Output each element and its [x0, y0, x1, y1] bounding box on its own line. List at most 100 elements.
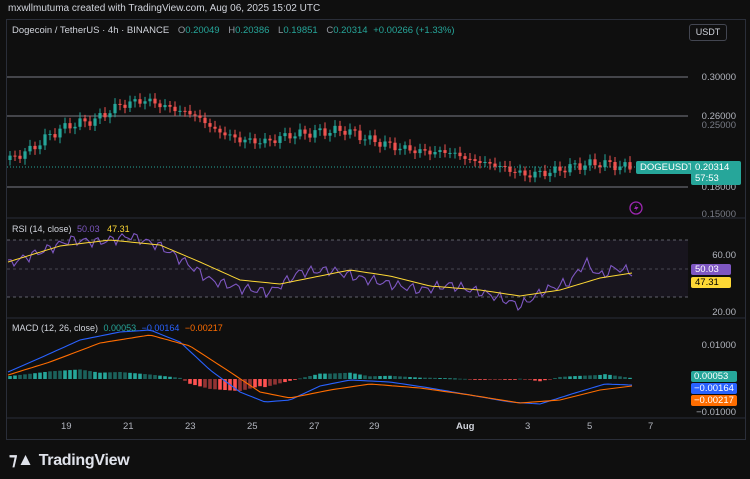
candle-body: [618, 166, 622, 171]
macd-bar: [123, 372, 127, 379]
macd-bar: [233, 379, 237, 391]
macd-bar: [83, 370, 87, 379]
price-label: 0.18000: [701, 182, 736, 193]
candle-body: [558, 166, 562, 171]
macd-bar: [413, 377, 417, 379]
currency-button[interactable]: USDT: [689, 24, 727, 41]
candle-body: [533, 171, 537, 178]
macd-bar: [38, 372, 42, 379]
macd-bar: [513, 379, 517, 380]
lightning-icon[interactable]: [629, 201, 643, 215]
macd-bar: [303, 377, 307, 379]
candle-body: [238, 137, 242, 143]
macd-bar: [578, 375, 582, 379]
macd-bar: [33, 373, 37, 379]
candle-body: [338, 125, 342, 131]
macd-bar: [503, 379, 507, 380]
candle-body: [258, 143, 262, 145]
candle-body: [578, 163, 582, 170]
candle-body: [543, 170, 547, 177]
candle-body: [203, 117, 207, 124]
macd-bar: [273, 379, 277, 385]
macd-bar: [223, 379, 227, 391]
macd-bar: [193, 379, 197, 386]
macd-bar: [28, 373, 32, 379]
macd-bar: [203, 379, 207, 388]
macd-bar: [218, 379, 222, 390]
candle-body: [508, 166, 512, 172]
macd-bar: [493, 379, 497, 380]
candle-body: [28, 145, 32, 152]
candle-body: [113, 103, 117, 114]
macd-bar: [558, 376, 562, 379]
candle-body: [588, 159, 592, 166]
macd-bar: [238, 379, 242, 391]
symbol-tag: DOGEUSDT: [636, 161, 698, 174]
macd-bar: [63, 370, 67, 379]
x-axis-label: 21: [123, 421, 134, 432]
macd-bar: [133, 373, 137, 379]
price-label: 0.25000: [701, 120, 736, 131]
macd-bar: [478, 379, 482, 380]
candle-body: [278, 136, 282, 143]
macd-bar: [473, 379, 477, 380]
macd-bar: [168, 376, 172, 379]
macd-bar: [433, 377, 437, 379]
candle-body: [313, 130, 317, 138]
candle-body: [283, 133, 287, 137]
candle-body: [358, 130, 362, 141]
macd-bar: [358, 374, 362, 379]
attribution-text: mxwllmutuma created with TradingView.com…: [8, 3, 321, 14]
macd-bar: [253, 379, 257, 388]
macd-bar: [323, 373, 327, 379]
macd-bar: [53, 371, 57, 379]
macd-bar: [103, 372, 107, 379]
candle-body: [273, 140, 277, 143]
macd-bar: [68, 370, 72, 379]
candle-body: [393, 142, 397, 151]
macd-bar: [163, 376, 167, 379]
macd-bar: [43, 371, 47, 379]
macd-bar: [498, 379, 502, 380]
macd-bar: [278, 379, 282, 384]
candle-body: [438, 150, 442, 153]
macd-level-label: −0.01000: [696, 407, 736, 418]
candle-body: [418, 149, 422, 154]
macd-bar: [448, 378, 452, 380]
candle-body: [248, 138, 252, 140]
rsi-line: [7, 232, 633, 312]
candle-body: [593, 159, 597, 166]
candle-body: [463, 156, 467, 159]
rsi-legend: RSI (14, close) 50.03 47.31: [12, 224, 130, 234]
candle-body: [208, 123, 212, 127]
candle-body: [263, 138, 267, 144]
candle-body: [623, 162, 627, 167]
candle-body: [268, 138, 272, 141]
macd-bar: [113, 372, 117, 379]
candlesticks: [8, 93, 632, 183]
symbol-name: Dogecoin / TetherUS · 4h · BINANCE: [12, 25, 170, 36]
macd-bar: [23, 374, 27, 379]
rsi-level-label: 20.00: [712, 307, 736, 318]
macd-bar: [388, 375, 392, 379]
macd-bar: [548, 379, 552, 380]
candle-body: [548, 172, 552, 177]
macd-bar: [538, 379, 542, 382]
macd-bar: [148, 374, 152, 379]
chart-frame: [6, 19, 746, 440]
candle-body: [53, 134, 57, 138]
macd-bar: [13, 375, 17, 379]
candle-body: [143, 101, 147, 104]
candle-body: [23, 151, 27, 159]
candle-body: [388, 141, 392, 143]
macd-bar: [383, 375, 387, 379]
macd-bar: [338, 373, 342, 379]
macd-bar: [93, 371, 97, 379]
candle-body: [123, 104, 127, 108]
macd-bar: [158, 375, 162, 379]
candle-body: [363, 139, 367, 141]
candle-body: [288, 133, 292, 139]
macd-bar: [88, 371, 92, 379]
candle-body: [428, 150, 432, 155]
macd-bar: [128, 372, 132, 379]
